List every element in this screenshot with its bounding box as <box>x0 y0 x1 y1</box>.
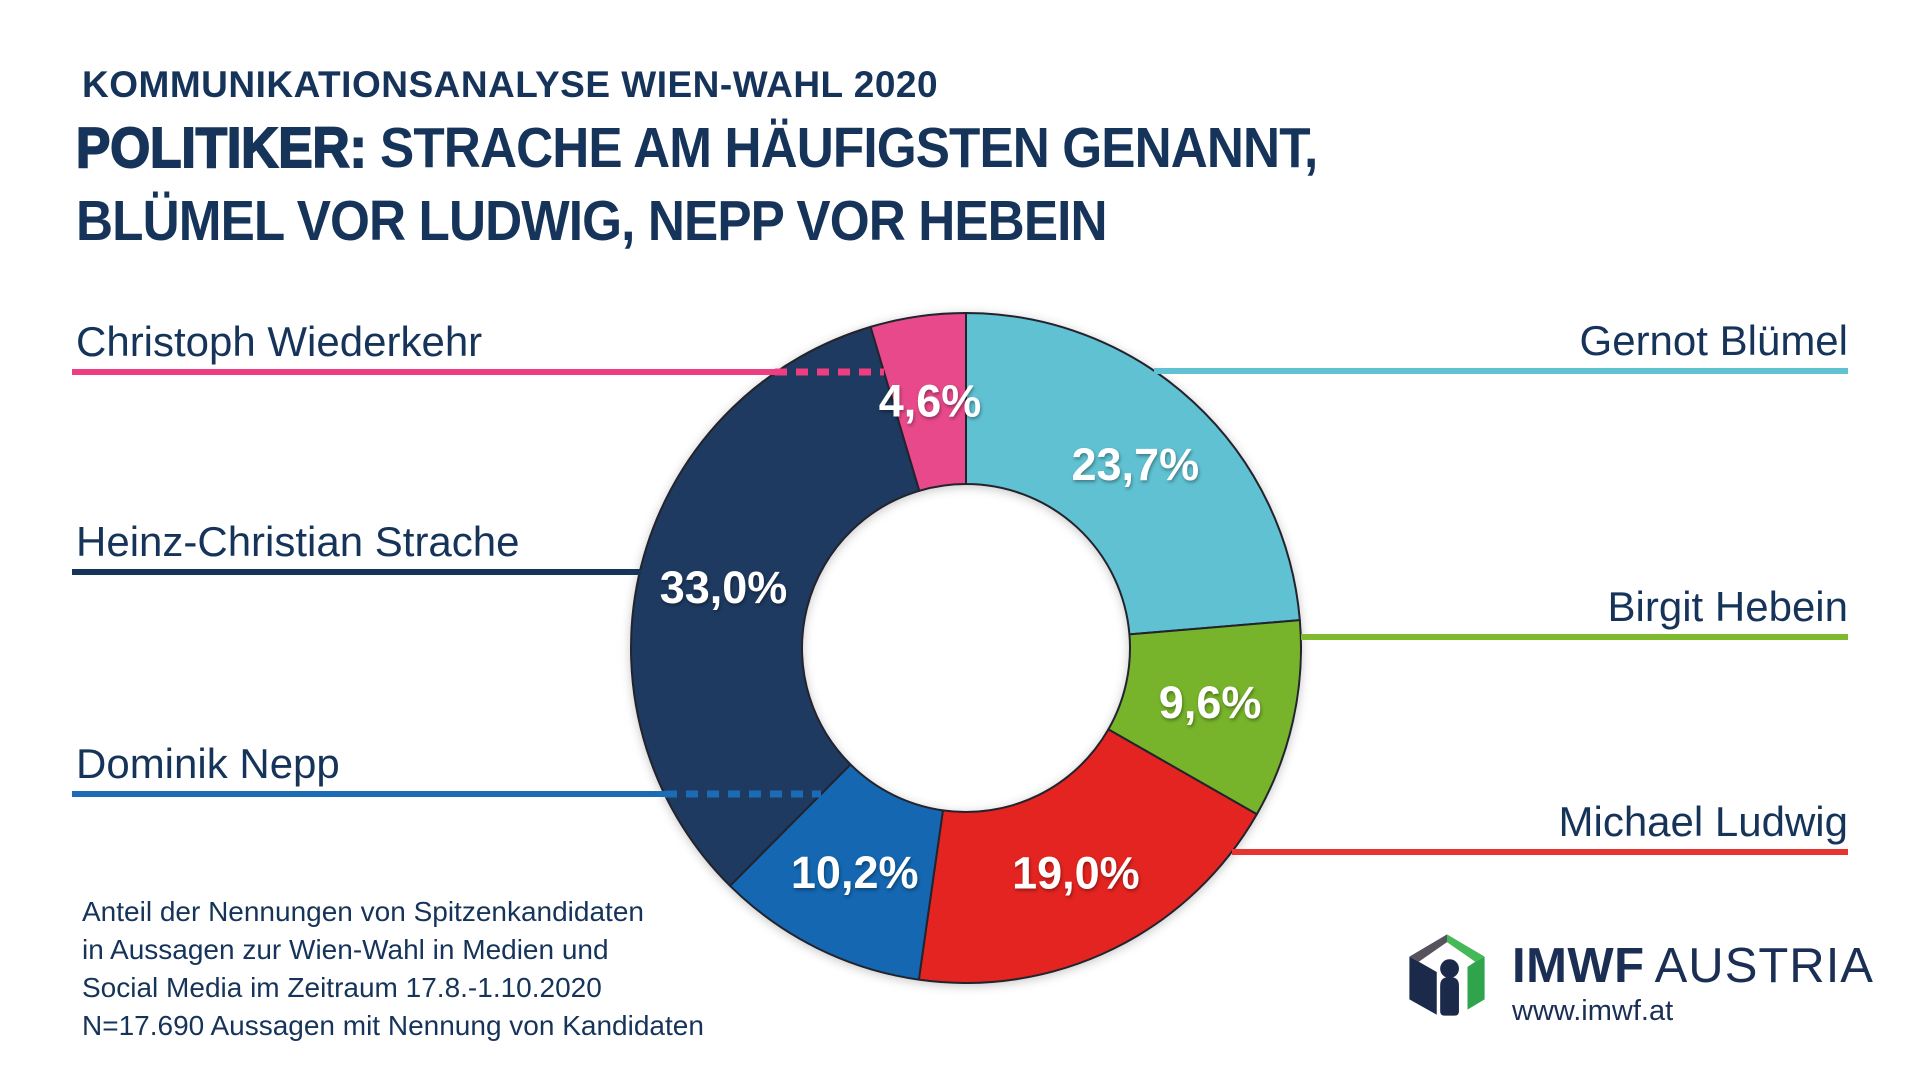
title-emphasis: POLITIKER: <box>75 115 367 181</box>
slice-value-label: 4,6% <box>879 376 982 427</box>
page-title: POLITIKER: STRACHE AM HÄUFIGSTEN GENANNT… <box>75 112 1318 258</box>
label-michael-ludwig: Michael Ludwig <box>1558 798 1849 845</box>
footnote-line: in Aussagen zur Wien-Wahl in Medien und <box>82 934 609 965</box>
footnote-line: N=17.690 Aussagen mit Nennung von Kandid… <box>82 1010 704 1041</box>
slice-value-label: 10,2% <box>791 847 919 898</box>
label-christoph-wiederkehr: Christoph Wiederkehr <box>76 318 483 365</box>
slice-michael-ludwig <box>917 728 1258 984</box>
brand-austria: AUSTRIA <box>1654 939 1874 993</box>
brand-url: www.imwf.at <box>1512 995 1674 1027</box>
imwf-logo: IMWF AUSTRIA www.imwf.at <box>1404 931 1874 1026</box>
label-dominik-nepp: Dominik Nepp <box>76 740 340 787</box>
logo-roof-left <box>1409 934 1447 962</box>
title-line1: STRACHE AM HÄUFIGSTEN GENANNT, <box>366 116 1318 180</box>
label-gernot-bluemel: Gernot Blümel <box>1579 317 1848 364</box>
slice-dominik-nepp <box>729 763 944 981</box>
slice-heinz-christian-strache <box>630 325 921 887</box>
person-icon <box>1440 959 1459 1016</box>
brand-name: IMWF AUSTRIA <box>1512 942 1874 991</box>
footnote: Anteil der Nennungen von Spitzenkandidat… <box>82 893 704 1045</box>
label-birgit-hebein: Birgit Hebein <box>1607 583 1848 630</box>
slice-christoph-wiederkehr <box>869 312 967 492</box>
slice-gernot-bl-mel <box>965 312 1301 636</box>
logo-wall-left <box>1409 956 1437 1015</box>
slice-value-label: 19,0% <box>1012 848 1140 899</box>
footnote-line: Social Media im Zeitraum 17.8.-1.10.2020 <box>82 972 602 1003</box>
imwf-house-icon <box>1409 934 1485 1022</box>
slice-value-label: 33,0% <box>660 562 788 613</box>
logo-wall-right <box>1467 956 1485 1010</box>
kicker: KOMMUNIKATIONSANALYSE WIEN-WAHL 2020 <box>82 64 939 105</box>
label-heinz-christian-strache: Heinz-Christian Strache <box>76 518 520 565</box>
title-line2: BLÜMEL VOR LUDWIG, NEPP VOR HEBEIN <box>76 189 1108 253</box>
brand-imwf: IMWF <box>1512 939 1645 993</box>
slice-value-label: 9,6% <box>1159 677 1262 728</box>
slice-value-label: 23,7% <box>1071 439 1199 490</box>
logo-roof-right <box>1447 934 1485 962</box>
footnote-line: Anteil der Nennungen von Spitzenkandidat… <box>82 896 644 927</box>
